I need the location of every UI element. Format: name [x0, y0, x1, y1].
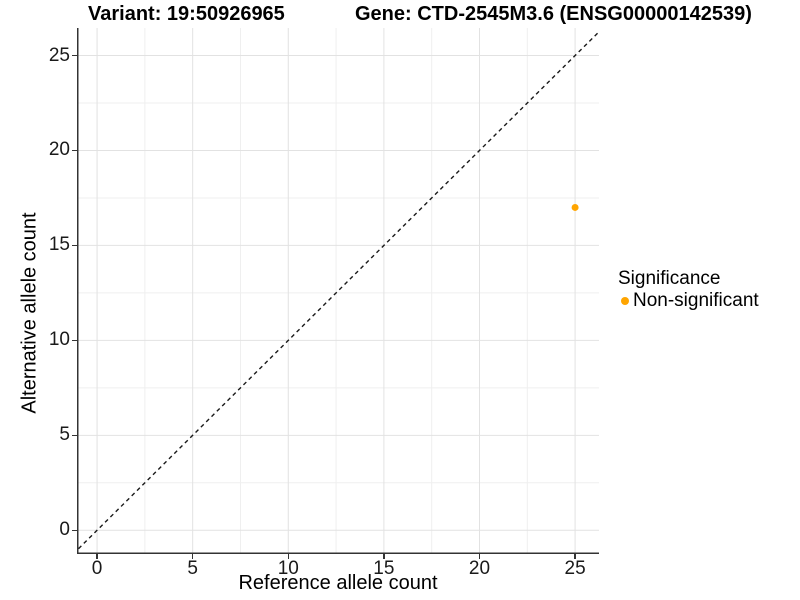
data-point	[571, 203, 579, 211]
y-axis-tick-mark	[72, 54, 77, 57]
legend-title: Significance	[618, 268, 721, 289]
y-axis-tick-label: 25	[48, 44, 70, 66]
y-axis-tick-mark	[72, 149, 77, 152]
x-axis-tick-mark	[191, 554, 194, 559]
x-axis-tick-mark	[383, 554, 385, 559]
x-axis-tick-label: 10	[277, 558, 299, 579]
legend-key	[616, 293, 633, 310]
y-axis-tick-mark	[72, 529, 77, 531]
x-axis-title: Reference allele count	[238, 572, 438, 594]
plot-title-gene: Gene: CTD-2545M3.6 (ENSG00000142539)	[355, 3, 752, 25]
x-axis-tick-label: 0	[91, 558, 103, 579]
y-axis-tick-label: 10	[48, 329, 70, 351]
x-axis-tick-mark	[478, 554, 481, 559]
y-axis-tick-label: 20	[48, 139, 70, 161]
y-axis-tick-label: 5	[59, 424, 70, 446]
y-axis-tick-mark	[72, 434, 77, 437]
x-axis-tick-label: 5	[187, 558, 198, 579]
legend: Significance Non-significant	[616, 268, 759, 312]
x-axis-tick-label: 25	[564, 558, 586, 579]
y-axis-tick-label: 0	[59, 519, 70, 541]
x-axis-tick-label: 15	[373, 558, 395, 579]
plot-canvas	[77, 28, 599, 554]
legend-item: Non-significant	[616, 290, 759, 312]
x-axis-tick-mark	[96, 554, 98, 559]
plot-panel	[77, 28, 599, 554]
legend-items: Non-significant	[616, 290, 759, 312]
x-axis-tick-mark	[287, 554, 290, 559]
plot-title-variant: Variant: 19:50926965	[88, 3, 285, 25]
y-axis-tick-mark	[72, 339, 77, 342]
x-axis-tick-mark	[574, 554, 576, 559]
y-axis-tick-mark	[72, 244, 77, 247]
legend-point-icon	[620, 297, 629, 305]
legend-item-label: Non-significant	[633, 290, 759, 311]
x-axis-tick-label: 20	[468, 558, 491, 579]
identity-reference-line	[77, 30, 599, 552]
y-axis-tick-label: 15	[48, 234, 70, 256]
